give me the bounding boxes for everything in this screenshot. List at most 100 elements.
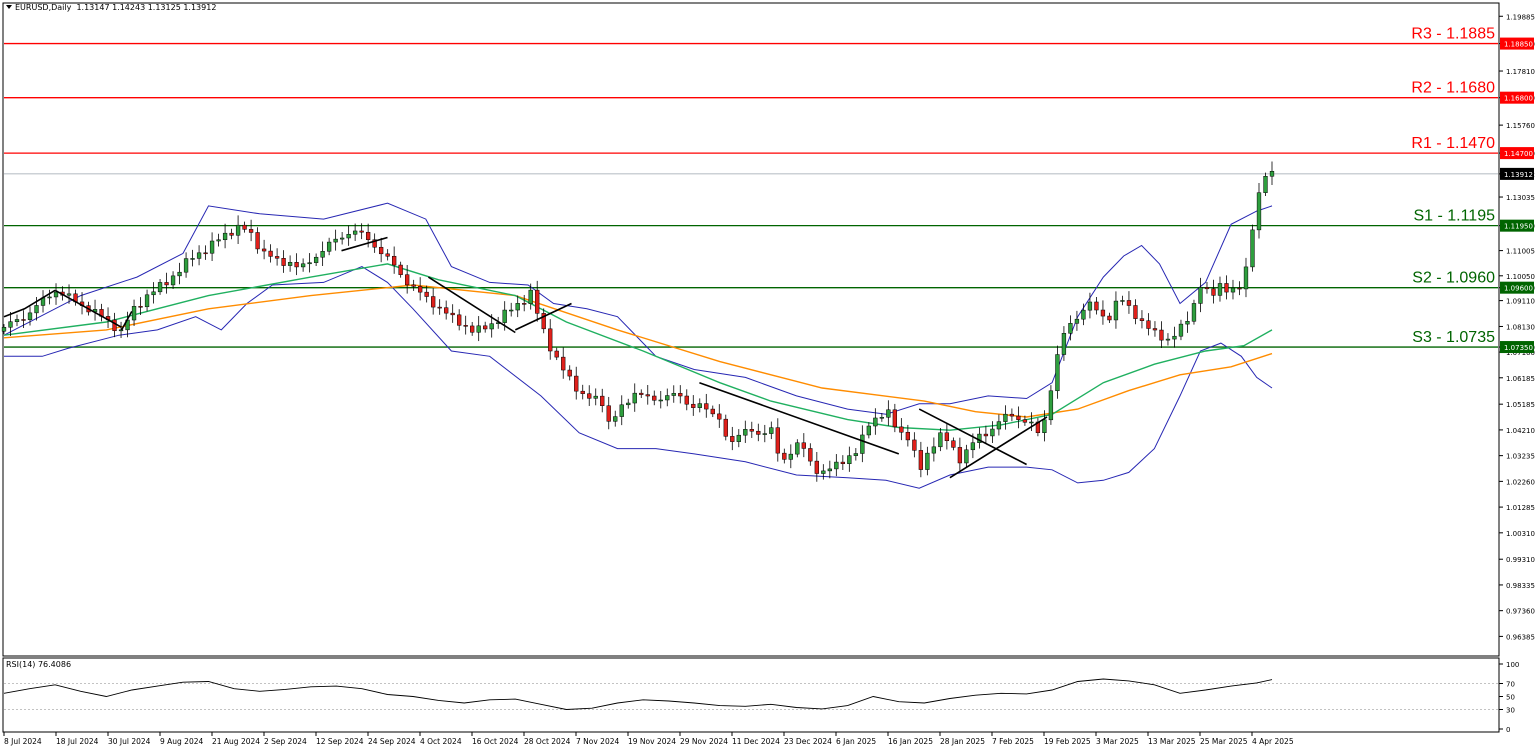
time-tick-label: 4 Oct 2024 [420,737,462,746]
candle-body-down [1224,283,1229,293]
candle-body-up [970,442,976,451]
candle [248,219,254,242]
candle-body-down [912,439,917,451]
candle [626,398,631,409]
candle [795,439,800,458]
candle-body-down [1159,329,1164,341]
candle-body-up [769,427,774,434]
candle-body-up [996,421,1002,430]
candle-body-down [450,312,455,316]
candle-body-down [359,230,364,233]
candle [1094,296,1099,315]
candle-body-down [730,436,735,442]
candle-body-up [346,234,351,239]
candle-body-down [1009,413,1015,417]
candle [1243,257,1249,298]
candle [1165,333,1171,346]
trendline [120,311,133,331]
candle [483,321,488,333]
candle [229,228,234,240]
candle [827,460,832,479]
price-tick-label: 1.07160 [1506,349,1535,357]
candle [678,385,683,404]
candle [944,423,950,450]
price-axis: 1.19885 1.18850 1.17810 1.16800 1.15760 1.147… [1499,13,1535,641]
candle [873,408,878,435]
candle [1029,412,1034,432]
candle-body-up [1068,323,1073,334]
candle [164,272,169,294]
bollinger-upper-line [3,202,1273,415]
candle [593,388,598,406]
candle-body-up [879,417,884,419]
price-tick-label: 1.02260 [1506,478,1535,486]
price-tick-label: 1.13035 [1506,194,1535,202]
candle-body-up [170,275,176,286]
candle-body-down [522,303,527,305]
candle-body-up [235,224,241,236]
collapse-triangle-icon[interactable] [6,5,12,9]
symbol-label: EURUSD,Daily [15,3,72,12]
candle [1107,312,1112,323]
level-label-r1: R1 - 1.1470 [1411,135,1495,152]
candle-body-up [671,393,676,396]
candle [1224,275,1229,300]
candles [1,161,1275,482]
candle-body-down [1133,305,1138,319]
candle-body-up [307,262,312,265]
price-tick-label: 1.10050 [1506,273,1535,281]
candle-body-down [392,255,397,266]
candle [333,229,338,251]
candle [320,241,325,266]
candle-body-down [405,274,410,286]
candle-body-down [437,306,442,309]
candle [261,239,267,260]
candle [274,248,280,266]
candle [808,443,813,466]
time-tick-label: 28 Jan 2025 [940,737,985,746]
candle-body-up [131,306,137,321]
candle-body-down [164,282,169,286]
candle-body-up [1061,333,1067,355]
rsi-panel: 100 70 50 30 0 [3,661,1519,734]
candle-body-up [528,289,533,304]
candle [300,258,306,272]
candle-body-up [177,271,182,277]
candle [801,433,806,458]
candle [21,310,26,329]
candle [853,448,858,461]
candle [268,244,273,263]
time-tick-label: 2 Sep 2024 [264,737,307,746]
level-label-s2: S2 - 1.0960 [1412,270,1495,287]
candle [1042,410,1047,442]
candle [242,221,247,233]
candle-body-up [925,452,930,470]
candle [710,405,715,418]
candle [561,347,566,379]
candle [157,278,163,295]
candle [769,421,774,440]
candle-body-down [691,403,696,408]
candle-body-up [209,240,215,254]
candle [405,264,410,294]
candle-body-down [541,313,546,330]
candle-body-up [1172,335,1177,340]
candle-body-down [840,461,845,464]
candle [639,389,644,399]
time-tick-label: 12 Sep 2024 [316,737,364,746]
candle [209,232,215,262]
candle-body-up [1191,303,1197,322]
candle [339,232,345,245]
candle [222,223,228,249]
candle [509,302,514,317]
candle [925,446,930,476]
moving-average-orange [3,284,1273,418]
candle [1269,161,1275,186]
candle [398,261,403,278]
candle [619,395,624,426]
candle-body-down [1237,287,1242,290]
candle-body-down [892,409,898,428]
candle-body-down [470,325,475,333]
candle-body-up [1,327,7,332]
